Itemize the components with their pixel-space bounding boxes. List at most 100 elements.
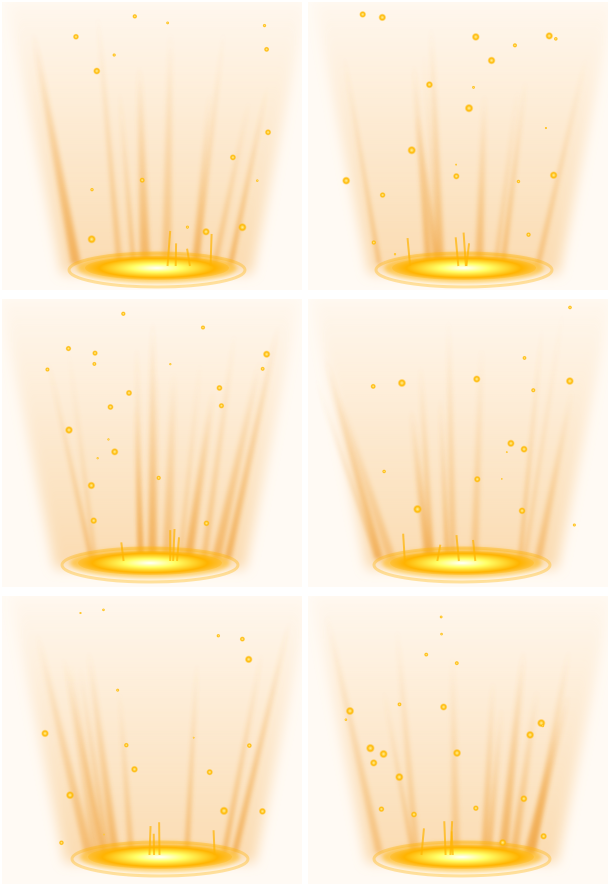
spark-particle — [132, 14, 137, 19]
spark-particle — [230, 154, 237, 161]
spark-particle — [201, 325, 206, 330]
spark-particle — [424, 652, 429, 657]
spark-particle — [398, 379, 407, 388]
spark-particle — [65, 346, 71, 352]
effect-frame — [2, 299, 302, 587]
spark-particle — [73, 34, 79, 40]
spark-particle — [487, 56, 495, 64]
spark-particle — [573, 523, 577, 527]
spark-particle — [540, 833, 547, 840]
spark-particle — [240, 636, 246, 642]
light-beam-portal-icon — [308, 2, 608, 290]
spark-particle — [218, 403, 224, 409]
light-beam-portal-icon — [2, 299, 302, 587]
spark-particle — [407, 146, 416, 155]
effect-frame — [308, 2, 608, 290]
spark-particle — [107, 404, 114, 411]
spark-particle — [216, 385, 223, 392]
spark-particle — [520, 795, 528, 803]
spark-particle — [79, 612, 82, 615]
spark-particle — [359, 11, 366, 18]
spark-spike — [149, 826, 150, 855]
spark-particle — [366, 744, 375, 753]
spark-particle — [131, 766, 138, 773]
spark-particle — [220, 806, 229, 815]
spark-particle — [216, 634, 220, 638]
light-beam-portal-icon — [2, 596, 302, 884]
spark-particle — [107, 438, 110, 441]
spark-particle — [453, 749, 461, 757]
effect-frame — [2, 2, 302, 290]
effect-frame — [308, 299, 608, 587]
portal-core — [392, 256, 536, 280]
spark-particle — [344, 718, 347, 721]
spark-particle — [102, 608, 105, 611]
spark-particle — [380, 192, 386, 198]
spark-particle — [499, 839, 507, 847]
portal-core — [390, 845, 534, 869]
spark-particle — [465, 104, 474, 113]
spark-particle — [455, 163, 457, 165]
spark-particle — [139, 177, 145, 183]
spark-spike — [452, 831, 453, 855]
spark-particle — [87, 235, 96, 244]
spark-particle — [516, 179, 520, 183]
spark-particle — [45, 367, 50, 372]
portal-core — [390, 551, 534, 575]
spark-spike — [444, 821, 445, 855]
effect-frame — [2, 596, 302, 884]
spark-particle — [93, 67, 100, 74]
spark-particle — [566, 377, 574, 385]
spark-particle — [166, 21, 169, 24]
spark-particle — [520, 445, 528, 453]
spark-particle — [379, 750, 388, 759]
spark-particle — [263, 24, 267, 28]
spark-particle — [395, 773, 404, 782]
spark-particle — [472, 86, 475, 89]
spark-particle — [394, 253, 397, 256]
spark-particle — [507, 439, 515, 447]
spark-particle — [247, 743, 252, 748]
spark-particle — [370, 759, 378, 767]
spark-particle — [265, 129, 272, 136]
spark-particle — [87, 481, 95, 489]
spark-particle — [472, 33, 480, 41]
spark-particle — [370, 384, 376, 390]
spark-particle — [371, 240, 376, 245]
spark-particle — [111, 448, 119, 456]
spark-particle — [203, 520, 209, 526]
spark-particle — [121, 311, 126, 316]
spark-particle — [206, 769, 213, 776]
spark-particle — [545, 32, 553, 40]
spark-particle — [169, 363, 172, 366]
spark-particle — [378, 806, 384, 812]
spark-particle — [550, 171, 558, 179]
light-beam-portal-icon — [2, 2, 302, 290]
spark-particle — [66, 791, 74, 799]
spark-particle — [156, 475, 161, 480]
spark-particle — [474, 476, 481, 483]
spark-particle — [193, 737, 195, 739]
spark-particle — [545, 127, 548, 130]
spark-particle — [245, 655, 253, 663]
spark-particle — [92, 350, 98, 356]
spark-particle — [126, 390, 133, 397]
spark-particle — [453, 173, 460, 180]
spark-particle — [382, 469, 386, 473]
spark-particle — [473, 805, 479, 811]
spark-particle — [259, 808, 266, 815]
spark-particle — [397, 702, 402, 707]
spark-particle — [346, 707, 355, 716]
spark-spike — [211, 234, 212, 266]
spark-particle — [522, 356, 526, 360]
spark-particle — [103, 833, 105, 835]
spark-particle — [439, 615, 442, 618]
spark-particle — [518, 507, 525, 514]
spark-particle — [112, 53, 116, 57]
light-beam-portal-icon — [308, 299, 608, 587]
spark-particle — [124, 743, 129, 748]
spark-particle — [501, 478, 503, 480]
spark-particle — [65, 426, 73, 434]
spark-spike — [214, 830, 215, 855]
